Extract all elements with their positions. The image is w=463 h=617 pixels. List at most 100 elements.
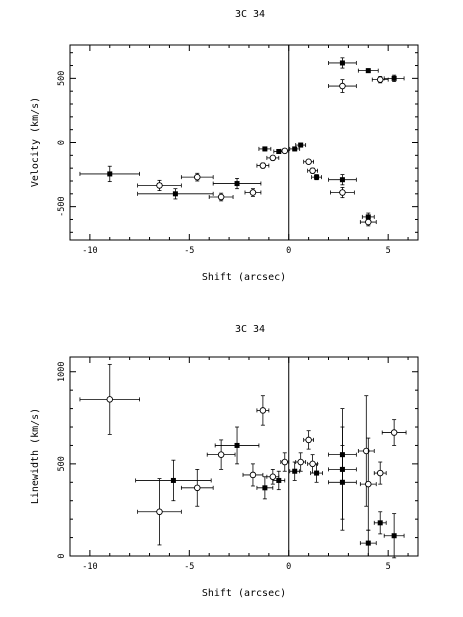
linewidth-data-point xyxy=(214,426,260,465)
linewidth-data-point xyxy=(266,468,280,485)
velocity-open-marker xyxy=(305,158,312,165)
velocity-data-point xyxy=(137,188,214,200)
velocity-x-tick-label: -10 xyxy=(82,246,97,256)
velocity-open-marker xyxy=(376,76,384,83)
linewidth-filled-marker xyxy=(276,477,282,483)
velocity-data-point xyxy=(258,146,272,152)
linewidth-open-marker xyxy=(365,480,372,488)
velocity-filled-marker xyxy=(262,146,268,152)
linewidth-data-point xyxy=(135,459,212,502)
velocity-data-point xyxy=(137,179,182,192)
linewidth-y-ticks: 0 500 1000 xyxy=(57,361,418,559)
velocity-open-marker xyxy=(339,189,346,196)
velocity-x-ticks: -10 -5 0 5 xyxy=(69,45,409,256)
linewidth-data-point xyxy=(328,445,357,520)
linewidth-data-point xyxy=(381,419,407,446)
linewidth-data-point xyxy=(280,452,290,472)
velocity-data-point xyxy=(212,178,262,190)
velocity-data-point xyxy=(371,76,389,84)
linewidth-panel: 3C 34 -10 -5 0 5 0 500 1000 Shift (arcsec) Li… xyxy=(30,324,419,599)
velocity-data-point xyxy=(266,154,280,162)
linewidth-y-axis-label: Linewidth (km/s) xyxy=(30,408,41,504)
velocity-filled-marker xyxy=(292,146,298,152)
linewidth-data-point xyxy=(180,468,214,507)
velocity-filled-marker xyxy=(298,142,304,148)
linewidth-data-point xyxy=(242,463,264,487)
linewidth-open-marker xyxy=(376,469,384,477)
linewidth-filled-marker xyxy=(170,477,176,483)
velocity-open-marker xyxy=(269,154,277,162)
velocity-y-ticks: -500 0 500 xyxy=(57,52,418,233)
linewidth-open-marker xyxy=(259,407,267,414)
velocity-data-point xyxy=(328,174,357,186)
velocity-data-point xyxy=(383,74,405,82)
linewidth-open-marker xyxy=(156,508,163,516)
linewidth-y-tick-label: 500 xyxy=(57,456,67,471)
velocity-data-point xyxy=(330,187,355,199)
velocity-filled-marker xyxy=(172,191,178,197)
velocity-data-point xyxy=(303,158,315,165)
linewidth-data-point xyxy=(303,430,315,450)
velocity-filled-marker xyxy=(107,171,113,177)
velocity-open-marker xyxy=(156,182,163,189)
linewidth-x-tick-label: 0 xyxy=(286,562,291,572)
linewidth-x-tick-label: -10 xyxy=(82,562,97,572)
linewidth-data-point xyxy=(357,395,375,507)
linewidth-filled-marker xyxy=(377,520,383,526)
velocity-filled-marker xyxy=(339,60,345,66)
linewidth-open-marker xyxy=(106,396,114,403)
linewidth-data-point xyxy=(289,461,301,481)
linewidth-filled-marker xyxy=(365,540,371,546)
velocity-open-marker xyxy=(281,147,289,155)
velocity-filled-marker xyxy=(365,68,371,74)
velocity-y-tick-label: 0 xyxy=(57,140,67,145)
velocity-panel: 3C 34 -10 -5 0 5 -500 0 500 Shift (arcsec) Ve… xyxy=(30,9,419,283)
linewidth-data-point xyxy=(272,470,286,491)
linewidth-open-marker xyxy=(309,460,316,468)
linewidth-open-marker xyxy=(194,484,201,492)
linewidth-data-point xyxy=(307,454,318,474)
velocity-y-axis-label: Velocity (km/s) xyxy=(30,97,41,187)
velocity-x-axis-label: Shift (arcsec) xyxy=(202,272,286,283)
velocity-open-marker xyxy=(339,82,346,90)
velocity-y-tick-label: -500 xyxy=(57,196,67,216)
linewidth-open-marker xyxy=(363,447,370,455)
velocity-data-point xyxy=(295,142,307,148)
linewidth-data-point xyxy=(383,513,405,559)
velocity-data-point xyxy=(357,68,379,74)
velocity-open-marker xyxy=(309,167,316,174)
velocity-open-marker xyxy=(194,173,201,181)
velocity-data-point xyxy=(328,79,357,93)
linewidth-filled-marker xyxy=(292,468,298,474)
linewidth-data-point xyxy=(256,476,274,500)
velocity-data-point xyxy=(328,57,357,69)
velocity-data-point xyxy=(79,165,141,183)
linewidth-open-marker xyxy=(390,429,398,436)
velocity-x-tick-label: 5 xyxy=(386,246,391,256)
linewidth-open-marker xyxy=(249,471,257,479)
velocity-plot-frame xyxy=(69,44,419,241)
velocity-open-marker xyxy=(217,193,225,201)
linewidth-y-tick-label: 0 xyxy=(57,553,67,558)
linewidth-open-marker xyxy=(305,436,312,444)
velocity-x-tick-label: -5 xyxy=(184,246,194,256)
velocity-data-point xyxy=(280,147,290,155)
linewidth-plot-frame xyxy=(69,356,419,557)
linewidth-data-point xyxy=(373,461,387,485)
linewidth-chart-title: 3C 34 xyxy=(235,324,265,335)
linewidth-data-point xyxy=(137,478,182,546)
linewidth-filled-marker xyxy=(391,533,397,539)
linewidth-data-point xyxy=(256,395,270,426)
velocity-data-point xyxy=(180,172,214,182)
linewidth-open-marker xyxy=(297,458,304,466)
linewidth-data-point xyxy=(79,363,141,435)
linewidth-open-marker xyxy=(217,451,225,458)
linewidth-data-point xyxy=(359,529,377,557)
velocity-data-point xyxy=(208,192,234,202)
linewidth-x-tick-label: 5 xyxy=(386,562,391,572)
velocity-data-point xyxy=(256,162,270,169)
velocity-filled-marker xyxy=(276,148,282,154)
linewidth-filled-marker xyxy=(339,479,345,485)
velocity-data-points xyxy=(79,57,405,227)
